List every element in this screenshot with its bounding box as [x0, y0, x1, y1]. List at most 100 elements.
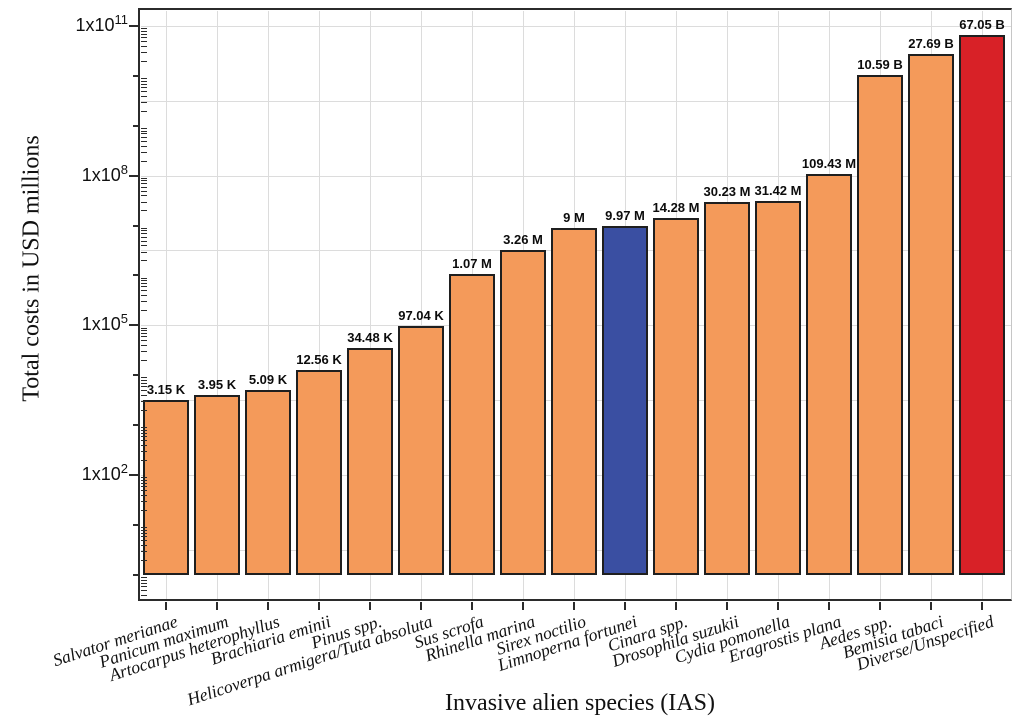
- y-axis-minor-tick: [141, 133, 147, 135]
- y-axis-minor-tick: [141, 535, 147, 537]
- y-axis-minor-tick: [141, 529, 147, 531]
- y-axis-minor-tick: [141, 110, 147, 112]
- x-axis-tick: [624, 602, 626, 610]
- x-axis-tick: [267, 602, 269, 610]
- y-axis-minor-tick: [141, 177, 147, 179]
- bar-value-label: 3.95 K: [197, 377, 237, 393]
- y-axis-minor-tick: [141, 28, 147, 30]
- y-axis-minor-tick: [141, 60, 147, 62]
- y-axis-minor-tick: [141, 479, 147, 481]
- y-axis-minor-tick: [141, 589, 147, 591]
- x-axis-tick: [726, 602, 728, 610]
- bar-value-label: 10.59 B: [857, 56, 903, 72]
- bar-value-label: 14.28 M: [652, 199, 700, 215]
- v-gridline: [370, 11, 371, 600]
- y-axis-minor-tick: [141, 83, 147, 85]
- y-axis-minor-tick: [141, 233, 147, 235]
- bar-value-label: 5.09 K: [248, 371, 288, 387]
- y-axis-minor-tick: [141, 579, 147, 581]
- y-axis-minor-tick: [141, 140, 147, 142]
- x-axis-tick: [828, 602, 830, 610]
- y-axis-minor-tick: [141, 45, 147, 47]
- v-gridline: [421, 11, 422, 600]
- y-axis-minor-tick: [141, 345, 147, 347]
- y-axis-major-tick: [129, 24, 140, 27]
- y-axis-minor-tick: [141, 582, 147, 584]
- y-axis-minor-tick: [141, 30, 147, 32]
- y-axis-minor-tick: [141, 429, 147, 431]
- y-axis-minor-tick: [141, 251, 147, 253]
- bar-value-label: 30.23 M: [703, 183, 751, 199]
- bar-value-label: 12.56 K: [296, 352, 342, 368]
- bar-Rhinella marina: [500, 249, 546, 575]
- y-axis-minor-tick: [141, 101, 147, 103]
- y-axis-minor-tick: [141, 410, 147, 412]
- y-axis-minor-tick: [141, 160, 147, 162]
- y-tick-label: 1x105: [52, 311, 128, 335]
- y-axis-minor-tick: [141, 550, 147, 552]
- x-axis-tick: [369, 602, 371, 610]
- y-tick-label: 1x108: [52, 162, 128, 186]
- bar-Limnoperna fortunei: [602, 225, 648, 575]
- h-gridline: [141, 175, 1012, 177]
- bar-value-label: 109.43 M: [801, 155, 857, 171]
- y-axis-minor-tick: [141, 245, 147, 247]
- y-axis-minor-tick: [141, 351, 147, 353]
- x-axis-tick: [930, 602, 932, 610]
- y-axis-minor-tick: [141, 482, 147, 484]
- y-axis-major-tick: [133, 573, 140, 576]
- y-axis-major-tick: [129, 174, 140, 177]
- bar-Panicum maximum: [194, 395, 240, 575]
- y-tick-label-exponent: 8: [120, 161, 128, 177]
- y-axis-minor-tick: [141, 230, 147, 232]
- y-axis-minor-tick: [141, 183, 147, 185]
- y-axis-minor-tick: [141, 95, 147, 97]
- y-axis-minor-tick: [141, 280, 147, 282]
- y-axis-minor-tick: [141, 490, 147, 492]
- bar-value-label: 9.97 M: [605, 207, 645, 223]
- y-axis-minor-tick: [141, 227, 147, 229]
- y-axis-minor-tick: [141, 539, 147, 541]
- x-axis-tick: [420, 602, 422, 610]
- x-axis-tick: [318, 602, 320, 610]
- bar-Eragrostis plana: [806, 173, 852, 575]
- y-tick-label-base: 1x10: [75, 14, 115, 35]
- bar-value-label: 67.05 B: [959, 16, 1005, 32]
- x-axis-tick: [165, 602, 167, 610]
- y-axis-minor-tick: [141, 585, 147, 587]
- y-axis-minor-tick: [141, 295, 147, 297]
- x-axis-title: Invasive alien species (IAS): [445, 690, 715, 716]
- y-axis-major-tick: [133, 124, 140, 127]
- bar-value-label: 31.42 M: [754, 182, 802, 198]
- y-axis-minor-tick: [141, 240, 147, 242]
- y-axis-major-tick: [133, 424, 140, 427]
- y-axis-minor-tick: [141, 360, 147, 362]
- bar-Brachiaria eminii: [296, 370, 342, 575]
- bar-value-label: 27.69 B: [908, 35, 954, 51]
- y-axis-minor-tick: [141, 386, 147, 388]
- y-axis-major-tick: [129, 324, 140, 327]
- v-gridline: [319, 11, 320, 600]
- y-tick-label-base: 1x10: [81, 464, 121, 484]
- bar-Bemisia tabaci: [908, 53, 954, 575]
- y-axis-major-tick: [133, 274, 140, 277]
- y-axis-minor-tick: [141, 440, 147, 442]
- y-axis-minor-tick: [141, 145, 147, 147]
- x-axis-tick: [216, 602, 218, 610]
- y-axis-minor-tick: [141, 283, 147, 285]
- y-axis-minor-tick: [141, 286, 147, 288]
- y-axis-minor-tick: [141, 509, 147, 511]
- y-axis-minor-tick: [141, 186, 147, 188]
- y-axis-minor-tick: [141, 477, 147, 479]
- y-axis-minor-tick: [141, 501, 147, 503]
- y-axis-minor-tick: [141, 180, 147, 182]
- y-axis-minor-tick: [141, 151, 147, 153]
- bar-Sus scrofa: [449, 273, 495, 575]
- x-axis-tick: [522, 602, 524, 610]
- y-axis-minor-tick: [141, 136, 147, 138]
- y-axis-minor-tick: [141, 277, 147, 279]
- y-axis-minor-tick: [141, 382, 147, 384]
- bar-Salvator merianae: [143, 400, 189, 575]
- y-axis-minor-tick: [141, 527, 147, 529]
- y-axis-minor-tick: [141, 390, 147, 392]
